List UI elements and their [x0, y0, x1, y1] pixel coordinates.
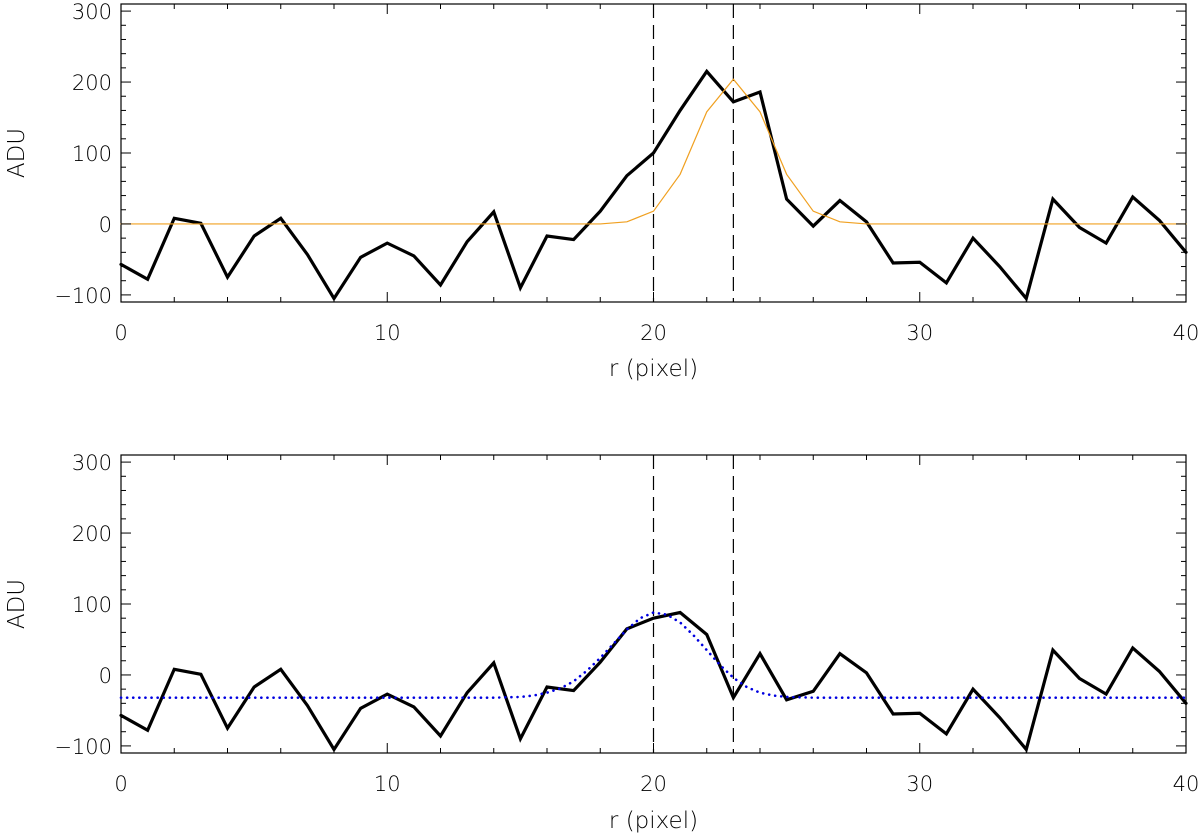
x-axis-label: r (pixel) — [609, 356, 698, 382]
x-tick-label: 0 — [114, 321, 127, 345]
y-axis-label: ADU — [4, 128, 30, 178]
y-tick-label: 300 — [72, 0, 112, 24]
series-line-1 — [119, 68, 1188, 302]
y-tick-label: −100 — [54, 284, 112, 308]
y-tick-label: 0 — [99, 664, 112, 688]
x-tick-label: 10 — [374, 772, 401, 796]
y-tick-label: 200 — [72, 71, 112, 95]
y-tick-label: −100 — [54, 735, 112, 759]
x-tick-label: 40 — [1173, 772, 1200, 796]
y-tick-label: 300 — [72, 451, 112, 475]
x-tick-label: 30 — [906, 321, 933, 345]
series-line-1 — [119, 610, 1188, 753]
y-tick-label: 100 — [72, 593, 112, 617]
x-tick-label: 10 — [374, 321, 401, 345]
x-axis-label: r (pixel) — [609, 808, 698, 834]
x-tick-label: 20 — [640, 321, 667, 345]
x-tick-label: 40 — [1173, 321, 1200, 345]
y-tick-label: 200 — [72, 522, 112, 546]
y-tick-label: 100 — [72, 142, 112, 166]
series-line-2 — [119, 611, 1188, 699]
x-tick-label: 30 — [906, 772, 933, 796]
y-axis-label: ADU — [4, 579, 30, 629]
x-tick-label: 20 — [640, 772, 667, 796]
y-tick-label: 0 — [99, 213, 112, 237]
x-tick-label: 0 — [114, 772, 127, 796]
series-line-2 — [120, 78, 1187, 225]
